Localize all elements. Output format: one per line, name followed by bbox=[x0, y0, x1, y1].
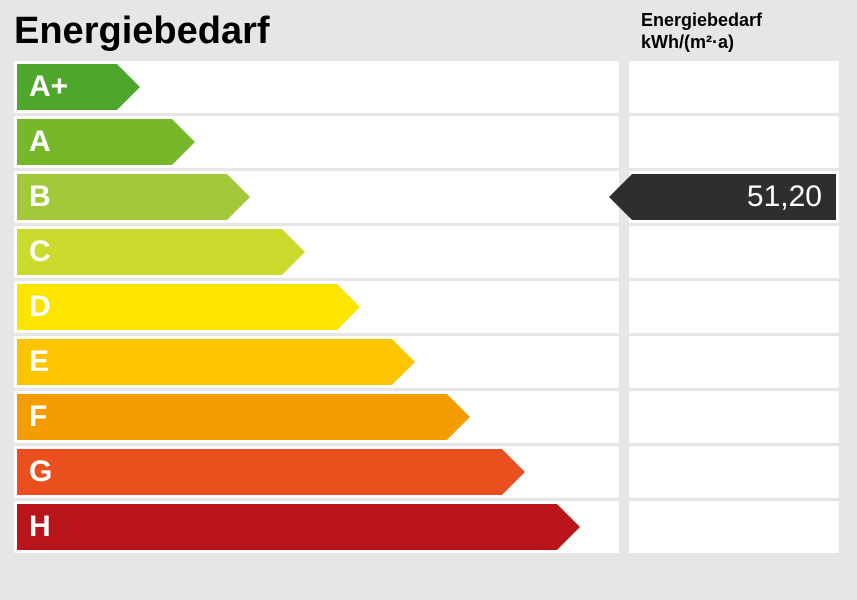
arrow-head-icon bbox=[557, 504, 580, 550]
class-arrow-D: D bbox=[17, 284, 360, 330]
value-row bbox=[629, 281, 839, 333]
class-label: F bbox=[17, 394, 447, 440]
indicator-arrow-icon bbox=[609, 174, 632, 220]
arrow-head-icon bbox=[447, 394, 470, 440]
bars-column: A+ ABCDEFGH bbox=[14, 61, 619, 556]
indicator-value: 51,20 bbox=[632, 174, 836, 220]
class-row: C bbox=[14, 226, 619, 278]
arrow-head-icon bbox=[282, 229, 305, 275]
class-row: B bbox=[14, 171, 619, 223]
class-arrow-A+: A+ bbox=[17, 64, 140, 110]
values-column: 51,20 bbox=[629, 61, 839, 556]
value-row bbox=[629, 391, 839, 443]
class-label: H bbox=[17, 504, 557, 550]
class-arrow-E: E bbox=[17, 339, 415, 385]
class-label: A bbox=[17, 119, 172, 165]
class-row: D bbox=[14, 281, 619, 333]
class-row: E bbox=[14, 336, 619, 388]
class-arrow-C: C bbox=[17, 229, 305, 275]
value-row bbox=[629, 226, 839, 278]
right-header: Energiebedarf kWh/(m²·a) bbox=[633, 10, 843, 53]
class-label: A+ bbox=[17, 64, 117, 110]
energy-chart: Energiebedarf Energiebedarf kWh/(m²·a) A… bbox=[0, 0, 857, 566]
arrow-head-icon bbox=[227, 174, 250, 220]
class-label: B bbox=[17, 174, 227, 220]
value-row bbox=[629, 61, 839, 113]
value-row: 51,20 bbox=[629, 171, 839, 223]
arrow-head-icon bbox=[392, 339, 415, 385]
class-arrow-A: A bbox=[17, 119, 195, 165]
value-row bbox=[629, 446, 839, 498]
right-header-line2: kWh/(m²·a) bbox=[641, 32, 843, 54]
main-title: Energiebedarf bbox=[14, 10, 633, 53]
class-arrow-H: H bbox=[17, 504, 580, 550]
value-row bbox=[629, 116, 839, 168]
value-row bbox=[629, 336, 839, 388]
class-row: H bbox=[14, 501, 619, 553]
class-label: G bbox=[17, 449, 502, 495]
arrow-head-icon bbox=[117, 64, 140, 110]
right-header-line1: Energiebedarf bbox=[641, 10, 843, 32]
arrow-head-icon bbox=[172, 119, 195, 165]
class-row: A bbox=[14, 116, 619, 168]
arrow-head-icon bbox=[502, 449, 525, 495]
chart-header: Energiebedarf Energiebedarf kWh/(m²·a) bbox=[14, 10, 843, 53]
class-label: D bbox=[17, 284, 337, 330]
class-row: G bbox=[14, 446, 619, 498]
class-arrow-G: G bbox=[17, 449, 525, 495]
value-row bbox=[629, 501, 839, 553]
class-label: E bbox=[17, 339, 392, 385]
class-row: A+ bbox=[14, 61, 619, 113]
class-arrow-B: B bbox=[17, 174, 250, 220]
chart-area: A+ ABCDEFGH 51,20 bbox=[14, 61, 843, 556]
value-indicator: 51,20 bbox=[609, 174, 836, 220]
class-row: F bbox=[14, 391, 619, 443]
class-arrow-F: F bbox=[17, 394, 470, 440]
class-label: C bbox=[17, 229, 282, 275]
arrow-head-icon bbox=[337, 284, 360, 330]
